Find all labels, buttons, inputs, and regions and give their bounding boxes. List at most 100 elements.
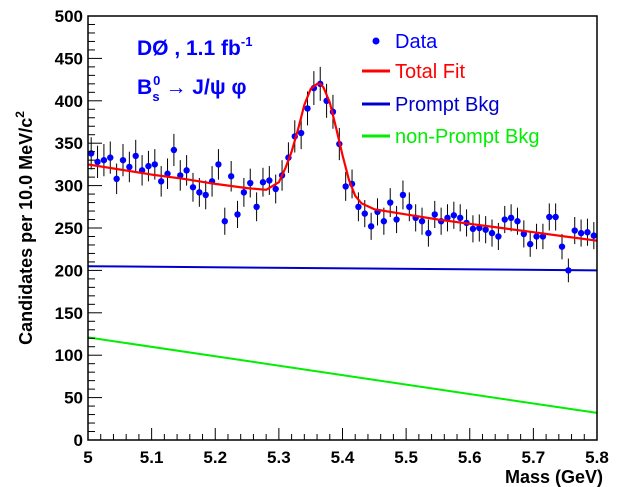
data-marker <box>113 175 120 183</box>
data-marker <box>119 156 127 164</box>
data-marker <box>170 146 178 154</box>
legend-entry-non-prompt-bkg: non-Prompt Bkg <box>362 126 540 148</box>
data-marker <box>380 218 388 225</box>
data-marker <box>177 172 184 179</box>
data-point <box>157 166 165 197</box>
data-point <box>393 205 400 234</box>
data-point <box>488 219 496 247</box>
data-point <box>100 144 108 177</box>
x-tick-label: 5.5 <box>394 448 418 467</box>
data-point <box>571 216 578 245</box>
y-tick-label: 450 <box>55 49 83 68</box>
data-marker <box>526 240 534 248</box>
data-marker <box>266 177 273 184</box>
data-point <box>215 149 222 180</box>
x-tick-label: 5.1 <box>140 448 164 467</box>
legend-label-prompt-bkg: Prompt Bkg <box>395 94 499 116</box>
data-point <box>399 180 407 210</box>
data-point <box>552 203 559 231</box>
data-point <box>539 223 547 250</box>
data-point <box>558 233 566 260</box>
x-tick-label: 5 <box>83 448 92 467</box>
y-tick-label: 50 <box>64 389 83 408</box>
data-marker <box>132 152 139 160</box>
data-marker <box>507 214 515 222</box>
data-point <box>240 177 248 207</box>
legend-label-non-prompt-bkg: non-Prompt Bkg <box>395 126 540 148</box>
y-tick-label: 300 <box>55 177 83 196</box>
data-point <box>132 139 139 173</box>
legend-entry-total-fit: Total Fit <box>362 61 465 83</box>
data-marker <box>539 233 547 240</box>
data-marker <box>457 214 464 222</box>
data-point <box>444 204 451 232</box>
data-marker <box>234 211 241 218</box>
data-marker <box>189 184 197 191</box>
data-point <box>431 200 438 228</box>
experiment-label: DØ , 1.1 fb-1 <box>137 34 252 60</box>
data-point <box>202 180 209 210</box>
data-marker <box>418 218 426 225</box>
y-axis: 0 50 100 150 200 250 300 350 400 450 500 <box>55 7 102 450</box>
legend: Data Total Fit Prompt Bkg non-Prompt Bkg <box>362 31 540 148</box>
data-marker <box>94 158 101 166</box>
decay-label-sub: s <box>152 89 159 104</box>
y-tick-label: 400 <box>55 92 83 111</box>
x-axis-title: Mass (GeV) <box>505 467 603 487</box>
data-marker <box>297 129 305 137</box>
data-marker <box>469 225 477 233</box>
data-marker <box>501 216 508 223</box>
data-point <box>355 192 362 222</box>
legend-entry-data: Data <box>372 31 438 53</box>
data-point <box>469 215 477 243</box>
data-point <box>565 258 572 283</box>
data-point <box>170 133 178 167</box>
y-tick-label: 250 <box>55 219 83 238</box>
data-point <box>164 158 171 189</box>
data-marker <box>259 179 267 186</box>
data-marker <box>425 229 432 237</box>
data-marker <box>100 156 108 164</box>
y-tick-label: 0 <box>74 431 83 450</box>
decay-label-rest: → J/ψ φ <box>160 76 247 99</box>
data-point <box>266 166 273 195</box>
data-point <box>418 207 426 235</box>
data-marker <box>196 189 203 196</box>
experiment-label-sup: -1 <box>241 34 253 49</box>
data-marker <box>215 161 222 168</box>
data-marker <box>342 183 349 190</box>
x-tick-label: 5.4 <box>331 448 355 467</box>
data-point <box>247 168 254 198</box>
x-tick-label: 5.6 <box>458 448 482 467</box>
data-marker <box>399 191 407 199</box>
data-marker <box>431 211 438 218</box>
data-point <box>590 222 598 250</box>
decay-label-sup: 0 <box>153 73 160 88</box>
data-marker <box>304 105 311 112</box>
data-marker <box>157 178 165 185</box>
data-marker <box>107 154 114 161</box>
data-marker <box>546 213 553 221</box>
y-tick-label: 350 <box>55 134 83 153</box>
data-marker <box>533 233 540 240</box>
series-line-total-fit <box>87 82 598 242</box>
data-marker <box>565 267 572 274</box>
data-point <box>196 177 203 207</box>
data-point <box>380 207 388 235</box>
data-point <box>507 204 515 232</box>
data-point <box>342 172 349 201</box>
data-marker <box>87 150 95 157</box>
data-marker <box>361 210 368 217</box>
y-tick-label: 100 <box>55 346 83 365</box>
x-tick-label: 5.3 <box>267 448 291 467</box>
data-point <box>425 219 432 247</box>
data-point <box>584 218 591 246</box>
data-marker <box>272 185 279 193</box>
decay-label: B0 s → J/ψ φ <box>137 73 247 104</box>
data-point <box>482 216 489 244</box>
data-point <box>526 231 534 257</box>
data-marker <box>367 223 375 230</box>
x-axis: 5 5.1 5.2 5.3 5.4 5.5 5.6 5.7 5.8 <box>83 428 609 467</box>
